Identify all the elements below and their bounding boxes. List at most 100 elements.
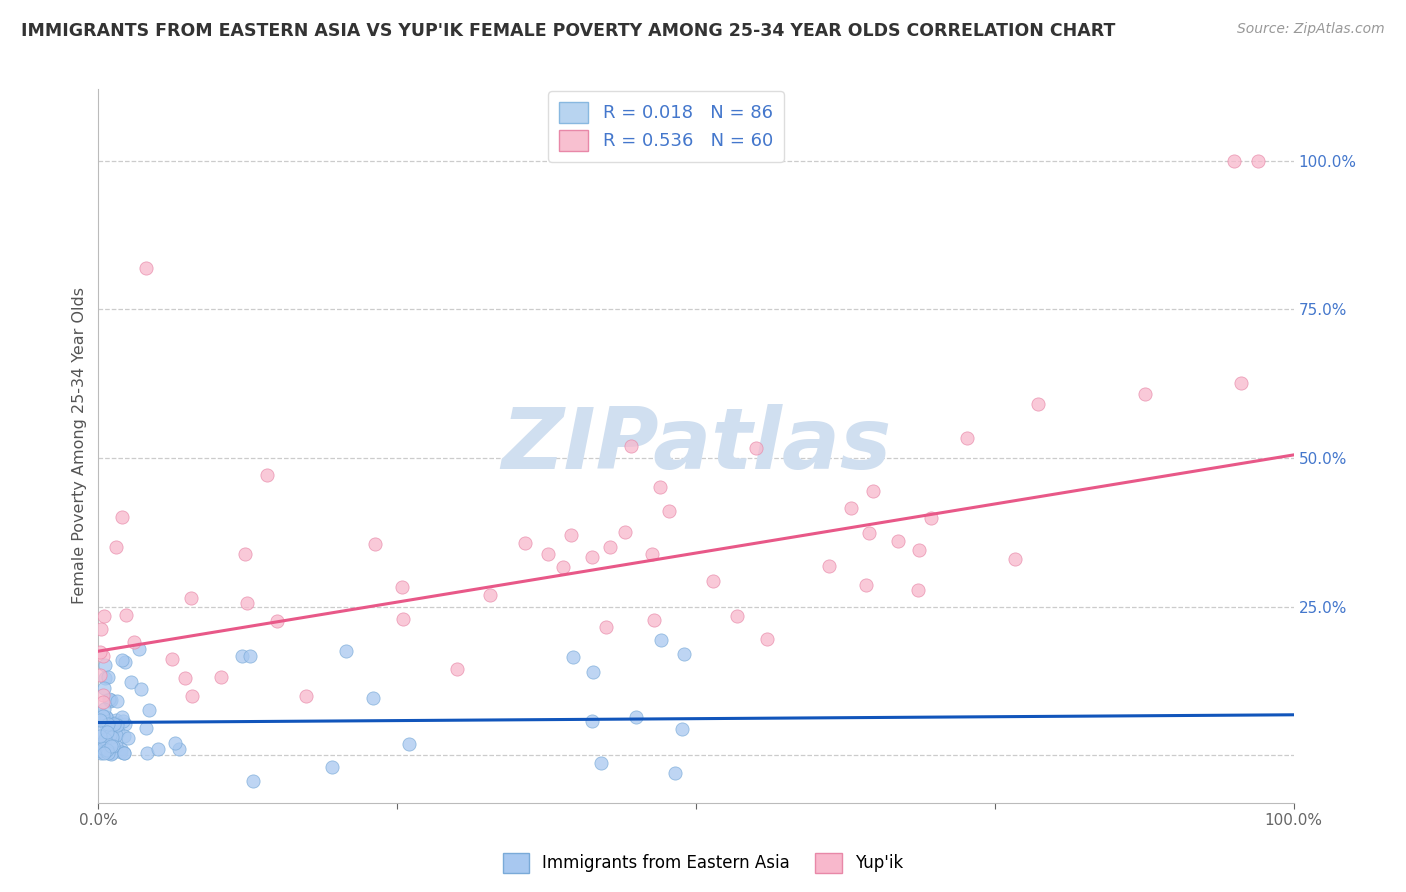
Point (98, 729, 121, 743)
Point (100, 724, 122, 739)
Point (114, 655, 136, 669)
Point (103, 717, 125, 731)
Point (110, 746, 132, 760)
Point (112, 746, 135, 760)
Point (94, 657, 117, 672)
Point (91, 707, 114, 722)
Point (537, 547, 560, 561)
Point (98, 694, 121, 708)
Point (96, 725, 118, 739)
Point (745, 441, 768, 455)
Text: ZIPatlas: ZIPatlas (501, 404, 891, 488)
Point (94, 710, 117, 724)
Point (266, 614, 288, 628)
Point (643, 613, 665, 627)
Point (97, 746, 120, 760)
Text: IMMIGRANTS FROM EASTERN ASIA VS YUP'IK FEMALE POVERTY AMONG 25-34 YEAR OLDS CORR: IMMIGRANTS FROM EASTERN ASIA VS YUP'IK F… (21, 22, 1115, 40)
Point (90, 746, 112, 760)
Point (101, 739, 124, 753)
Point (560, 527, 582, 541)
Point (1223, 153, 1246, 168)
Point (97, 691, 120, 706)
Point (173, 671, 195, 685)
Point (582, 665, 605, 679)
Point (103, 729, 125, 743)
Point (620, 439, 643, 453)
Point (513, 535, 536, 549)
Point (233, 547, 256, 561)
Point (93, 741, 115, 756)
Point (89, 645, 111, 659)
Point (107, 725, 129, 739)
Point (361, 690, 384, 705)
Point (89, 668, 111, 682)
Point (650, 633, 672, 648)
Point (673, 647, 696, 661)
Point (129, 681, 152, 696)
Point (100, 745, 122, 759)
Point (112, 747, 135, 761)
Point (181, 689, 204, 703)
Point (818, 558, 841, 573)
Point (335, 644, 357, 658)
Point (624, 710, 647, 724)
Point (91, 648, 114, 663)
Point (120, 675, 142, 690)
Point (89, 729, 111, 743)
Point (90, 622, 112, 636)
Point (111, 710, 134, 724)
Point (1247, 153, 1270, 168)
Point (855, 577, 877, 591)
Point (160, 652, 183, 666)
Point (839, 500, 862, 515)
Point (100, 746, 122, 760)
Point (89, 712, 111, 726)
Point (321, 760, 343, 774)
Point (862, 484, 884, 499)
Point (100, 693, 122, 707)
Point (398, 737, 420, 751)
Point (111, 653, 134, 667)
Point (93, 608, 115, 623)
Point (93, 681, 115, 695)
Point (94, 740, 117, 755)
Point (391, 580, 413, 594)
Point (94, 744, 117, 758)
Point (128, 641, 150, 656)
Point (581, 714, 603, 728)
Legend: R = 0.018   N = 86, R = 0.536   N = 60: R = 0.018 N = 86, R = 0.536 N = 60 (548, 91, 783, 161)
Point (112, 729, 135, 743)
Text: Source: ZipAtlas.com: Source: ZipAtlas.com (1237, 22, 1385, 37)
Point (589, 756, 612, 770)
Point (94, 742, 117, 756)
Point (256, 468, 278, 483)
Point (104, 713, 127, 727)
Point (294, 689, 316, 703)
Point (105, 694, 128, 708)
Point (1004, 552, 1026, 566)
Point (136, 746, 159, 760)
Point (96, 742, 118, 756)
Point (135, 721, 157, 735)
Point (908, 543, 931, 558)
Point (94, 671, 117, 685)
Point (364, 537, 387, 551)
Point (89, 713, 111, 727)
Point (163, 736, 186, 750)
Point (209, 670, 232, 684)
Point (107, 718, 129, 732)
Point (725, 608, 748, 623)
Point (671, 722, 693, 736)
Legend: Immigrants from Eastern Asia, Yup'ik: Immigrants from Eastern Asia, Yup'ik (496, 847, 910, 880)
Point (1026, 397, 1049, 411)
Point (93, 734, 115, 748)
Point (446, 662, 468, 676)
Point (114, 717, 136, 731)
Point (907, 582, 929, 597)
Point (167, 742, 190, 756)
Point (101, 730, 124, 744)
Point (111, 714, 134, 729)
Point (89, 725, 111, 739)
Point (920, 511, 942, 525)
Point (1133, 386, 1156, 401)
